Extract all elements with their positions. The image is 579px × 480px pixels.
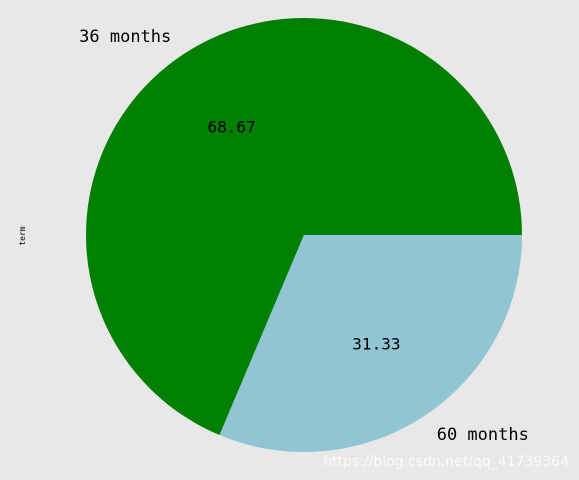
watermark: https://blog.csdn.net/qq_41739364 bbox=[323, 454, 569, 470]
pie-labels: 36 months 68.67 60 months 31.33 bbox=[79, 27, 529, 445]
pie-slices bbox=[85, 17, 522, 452]
slice-value-36-months: 68.67 bbox=[208, 118, 256, 137]
slice-value-60-months: 31.33 bbox=[352, 334, 400, 353]
slice-label-60-months: 60 months bbox=[437, 425, 529, 445]
pie-slice-36-months bbox=[85, 17, 522, 436]
slice-label-36-months: 36 months bbox=[79, 27, 171, 47]
y-axis-label: term bbox=[18, 226, 27, 245]
pie-slice-60-months bbox=[219, 235, 522, 452]
